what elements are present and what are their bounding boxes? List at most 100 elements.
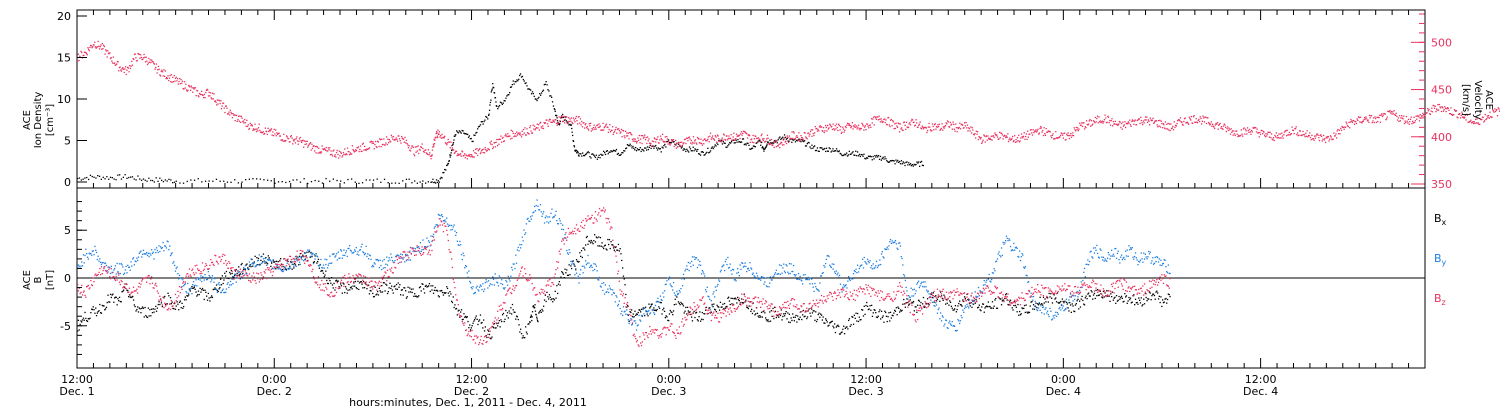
ion-density-point <box>877 155 880 157</box>
by-point <box>574 274 576 276</box>
velocity-point <box>1043 127 1045 129</box>
by-point <box>312 252 314 255</box>
velocity-point <box>548 118 551 120</box>
velocity-point <box>1244 133 1246 135</box>
bx-point <box>1131 301 1133 303</box>
bx-point <box>145 314 147 317</box>
velocity-point <box>1179 120 1181 122</box>
by-point <box>100 263 103 266</box>
velocity-point <box>1459 112 1461 115</box>
bx-point <box>514 311 516 313</box>
bx-point <box>929 296 931 298</box>
bx-point <box>801 318 803 321</box>
velocity-point <box>253 128 255 130</box>
velocity-point <box>683 138 686 141</box>
bx-point <box>84 311 86 314</box>
velocity-point <box>503 140 505 143</box>
by-point <box>432 235 434 237</box>
bx-point <box>1090 290 1092 292</box>
velocity-point <box>1211 125 1213 127</box>
ion-density-point <box>552 105 555 107</box>
velocity-point <box>171 81 173 83</box>
by-point <box>358 249 361 251</box>
by-point <box>548 216 551 218</box>
velocity-point <box>714 139 716 141</box>
velocity-point <box>491 143 493 146</box>
by-point <box>261 261 264 263</box>
velocity-point <box>580 124 582 126</box>
velocity-point <box>300 140 302 142</box>
velocity-point <box>1453 109 1456 111</box>
velocity-point <box>293 140 295 142</box>
velocity-point <box>853 125 855 127</box>
by-point <box>628 322 630 325</box>
ion-density-point <box>838 150 840 152</box>
velocity-point <box>183 81 186 83</box>
velocity-point <box>484 147 486 149</box>
velocity-point <box>1107 115 1109 117</box>
velocity-point <box>1137 119 1139 121</box>
bx-point <box>915 306 917 308</box>
bx-point <box>471 325 473 327</box>
velocity-point <box>156 72 158 74</box>
ion-density-point <box>888 161 891 163</box>
bx-point <box>954 308 956 310</box>
bx-point <box>123 289 125 291</box>
velocity-point <box>971 127 973 129</box>
bx-point <box>1007 303 1009 306</box>
by-point <box>311 254 313 256</box>
by-point <box>562 224 564 226</box>
velocity-point <box>1222 125 1225 127</box>
velocity-point <box>210 97 212 99</box>
velocity-point <box>1341 125 1343 128</box>
velocity-point <box>992 135 995 137</box>
by-point <box>206 279 208 281</box>
velocity-point <box>575 115 577 118</box>
ion-density-point <box>799 139 801 141</box>
bx-point <box>645 310 648 313</box>
velocity-point <box>1438 109 1440 111</box>
bx-point <box>719 301 722 303</box>
bx-point <box>970 302 972 304</box>
velocity-point <box>1329 135 1332 137</box>
velocity-point <box>1216 123 1218 125</box>
by-point <box>102 262 104 264</box>
velocity-point <box>228 111 230 113</box>
bx-point <box>462 318 464 320</box>
bx-point <box>1103 296 1105 298</box>
by-point <box>695 257 697 259</box>
by-point <box>368 254 371 256</box>
by-point <box>566 252 569 254</box>
velocity-point <box>446 144 448 146</box>
velocity-point <box>657 136 659 138</box>
ion-density-point <box>241 181 243 183</box>
by-point <box>700 264 702 266</box>
velocity-point <box>405 139 408 142</box>
velocity-point <box>947 121 949 123</box>
velocity-point <box>662 140 664 142</box>
bx-point <box>77 319 80 321</box>
bx-point <box>1162 299 1164 301</box>
by-point <box>678 289 680 292</box>
bx-point <box>256 257 258 259</box>
velocity-point <box>227 113 229 115</box>
by-point <box>433 227 435 229</box>
ion-density-point <box>509 86 512 88</box>
velocity-point <box>765 140 767 142</box>
velocity-point <box>146 60 148 62</box>
velocity-point <box>490 143 492 145</box>
ion-density-point <box>901 163 903 165</box>
velocity-point <box>1045 128 1047 130</box>
velocity-point <box>443 137 445 139</box>
velocity-point <box>1115 123 1117 125</box>
by-point <box>286 262 288 264</box>
bx-point <box>1095 289 1097 291</box>
velocity-point <box>1112 120 1114 123</box>
velocity-point <box>216 104 218 106</box>
bx-point <box>730 297 732 299</box>
bx-point <box>427 285 429 288</box>
bx-point <box>1106 290 1108 292</box>
velocity-point <box>1411 123 1413 125</box>
velocity-point <box>680 145 682 148</box>
velocity-point <box>510 129 512 131</box>
